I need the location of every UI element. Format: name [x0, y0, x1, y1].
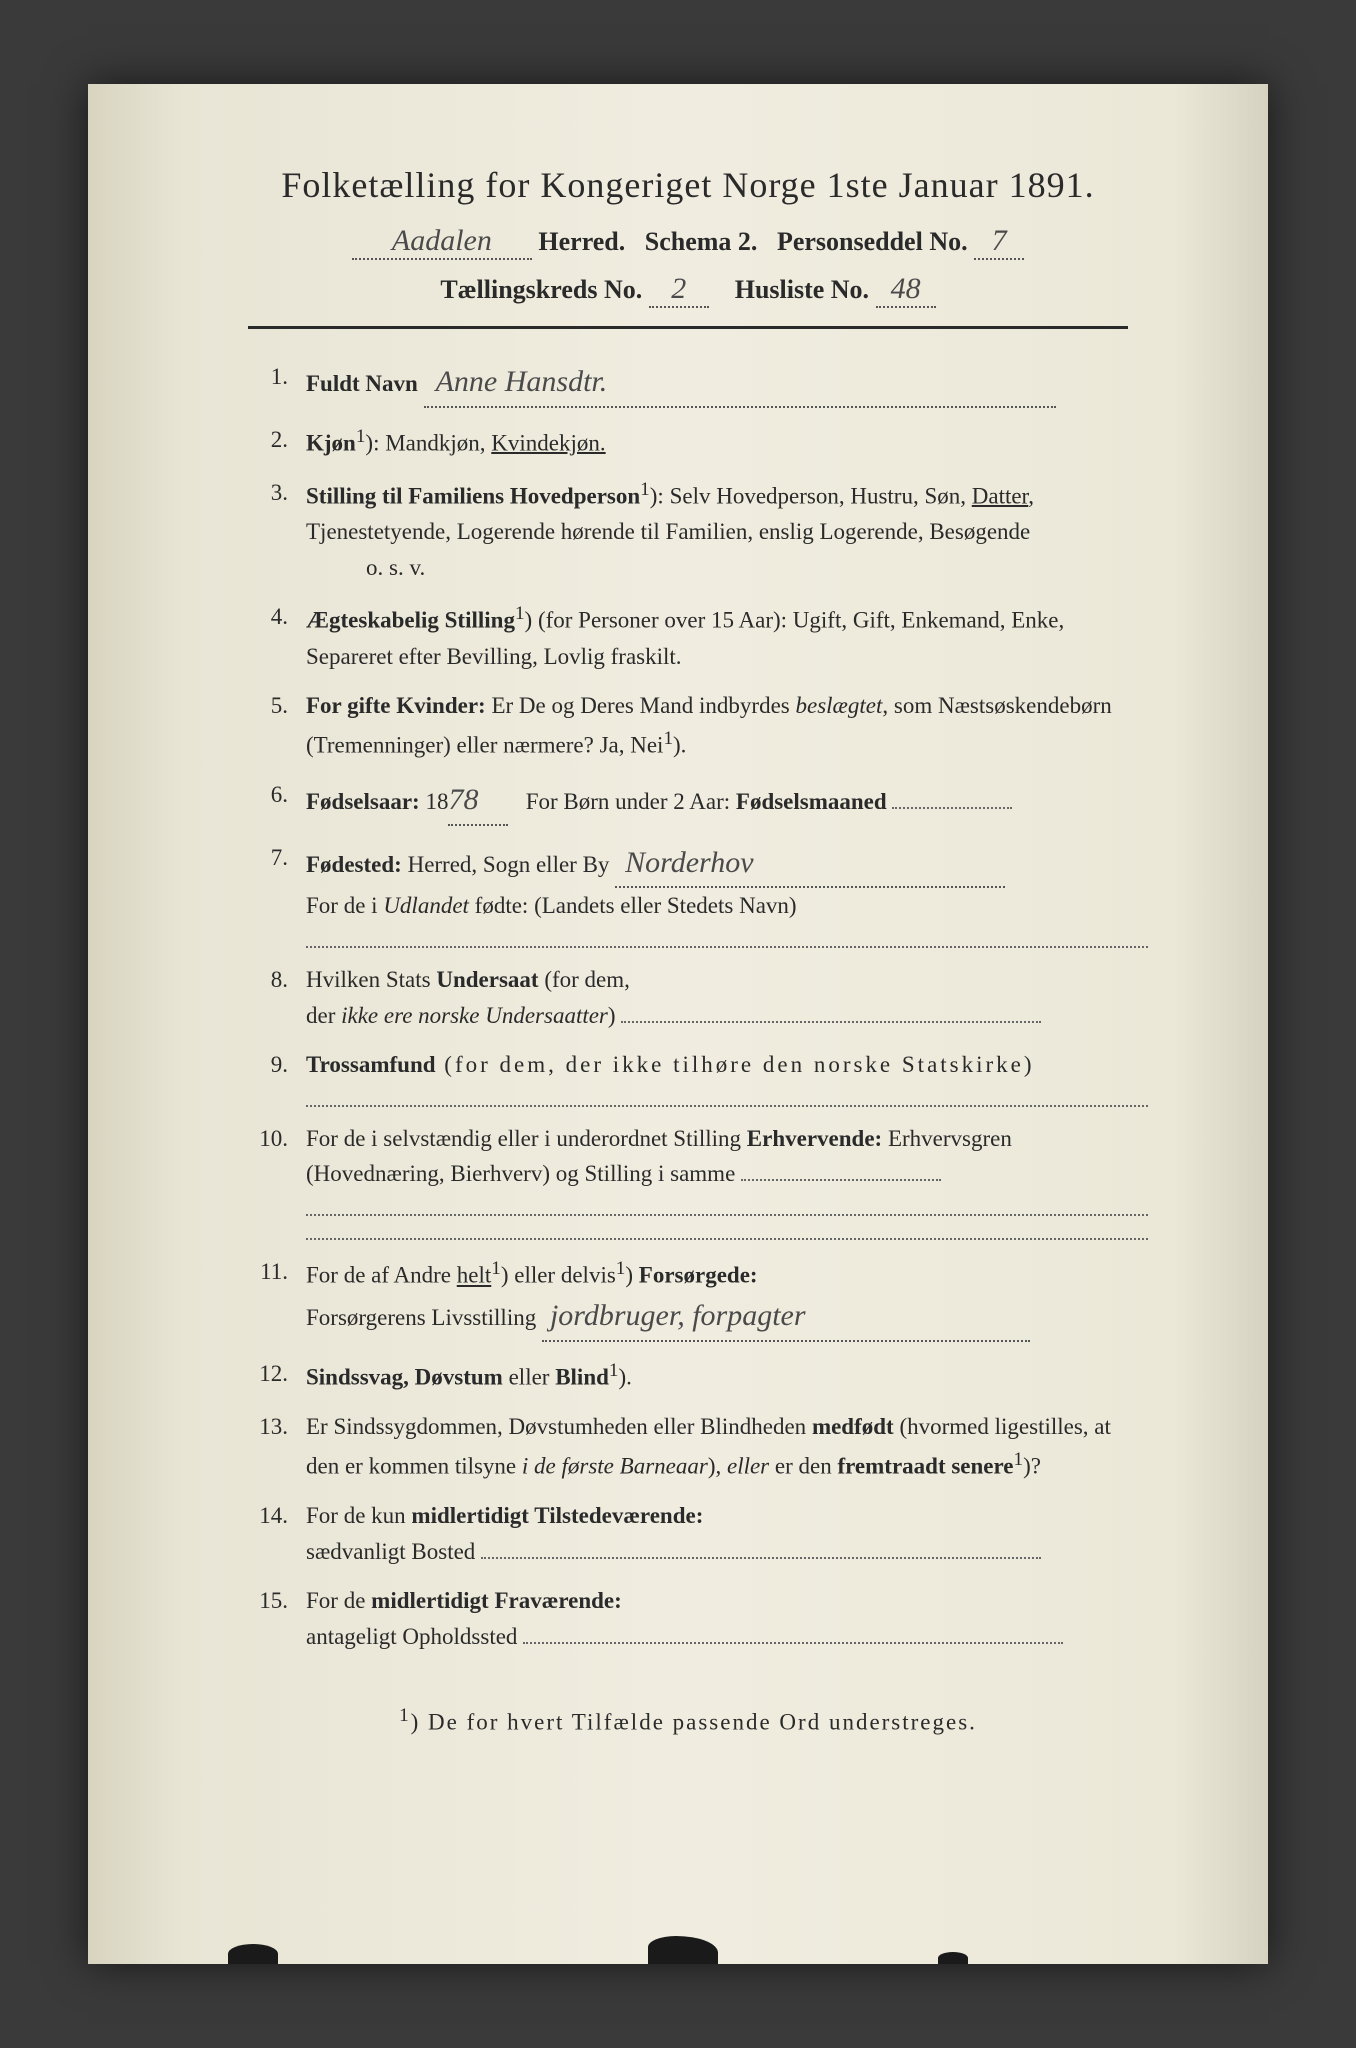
item-10: 10. For de i selvstændig eller i underor…	[238, 1121, 1148, 1240]
herred-value: Aadalen	[352, 224, 532, 260]
value-2-selected: Kvindekjøn.	[491, 430, 605, 455]
census-form-page: Folketælling for Kongeriget Norge 1ste J…	[88, 84, 1268, 1964]
kreds-label: Tællingskreds No.	[440, 275, 642, 304]
item-2: 2. Kjøn1): Mandkjøn, Kvindekjøn.	[238, 422, 1148, 461]
label-9: Trossamfund	[306, 1052, 436, 1077]
herred-line: Aadalen Herred. Schema 2. Personseddel N…	[208, 224, 1168, 260]
item-12: 12. Sindssvag, Døvstum eller Blind1).	[238, 1356, 1148, 1395]
husliste-label: Husliste No.	[735, 275, 869, 304]
form-title: Folketælling for Kongeriget Norge 1ste J…	[208, 164, 1168, 206]
value-3-selected: Datter	[972, 483, 1029, 508]
page-damage	[648, 1936, 718, 1964]
item-13: 13. Er Sindssygdommen, Døvstumheden elle…	[238, 1409, 1148, 1484]
value-7: Norderhov	[615, 840, 1005, 889]
husliste-no: 48	[876, 272, 936, 308]
form-header: Folketælling for Kongeriget Norge 1ste J…	[208, 164, 1168, 308]
kreds-line: Tællingskreds No. 2 Husliste No. 48	[208, 272, 1168, 308]
item-9: 9. Trossamfund (for dem, der ikke tilhør…	[238, 1047, 1148, 1107]
kreds-no: 2	[649, 272, 709, 308]
label-6: Fødselsaar:	[306, 789, 420, 814]
value-1: Anne Hansdtr.	[424, 359, 1056, 408]
footnote: 1) De for hvert Tilfælde passende Ord un…	[208, 1705, 1168, 1736]
label-2: Kjøn	[306, 430, 356, 455]
label-5: For gifte Kvinder:	[306, 693, 486, 718]
value-6-year: 78	[448, 777, 508, 826]
item-1: 1. Fuldt Navn Anne Hansdtr.	[238, 359, 1148, 408]
item-4: 4. Ægteskabelig Stilling1) (for Personer…	[238, 599, 1148, 674]
label-7: Fødested:	[306, 852, 402, 877]
label-3: Stilling til Familiens Hovedperson	[306, 483, 640, 508]
form-items: 1. Fuldt Navn Anne Hansdtr. 2. Kjøn1): M…	[208, 359, 1168, 1655]
value-11: jordbruger, forpagter	[542, 1293, 1030, 1342]
label-1: Fuldt Navn	[306, 371, 418, 396]
header-rule	[248, 326, 1128, 329]
herred-label: Herred.	[538, 227, 625, 256]
item-15: 15. For de midlertidigt Fraværende: anta…	[238, 1583, 1148, 1654]
item-6: 6. Fødselsaar: 1878 For Børn under 2 Aar…	[238, 777, 1148, 826]
item-11: 11. For de af Andre helt1) eller delvis1…	[238, 1254, 1148, 1342]
schema-label: Schema 2.	[645, 227, 758, 256]
personseddel-label: Personseddel No.	[777, 227, 968, 256]
label-4: Ægteskabelig Stilling	[306, 608, 515, 633]
page-damage	[938, 1952, 968, 1964]
personseddel-no: 7	[974, 224, 1024, 260]
item-8: 8. Hvilken Stats Undersaat (for dem, der…	[238, 962, 1148, 1033]
item-5: 5. For gifte Kvinder: Er De og Deres Man…	[238, 688, 1148, 763]
page-damage	[228, 1944, 278, 1964]
item-7: 7. Fødested: Herred, Sogn eller By Norde…	[238, 840, 1148, 948]
item-14: 14. For de kun midlertidigt Tilstedevære…	[238, 1498, 1148, 1569]
item-3: 3. Stilling til Familiens Hovedperson1):…	[238, 475, 1148, 586]
label-12: Sindssvag, Døvstum	[306, 1365, 503, 1390]
